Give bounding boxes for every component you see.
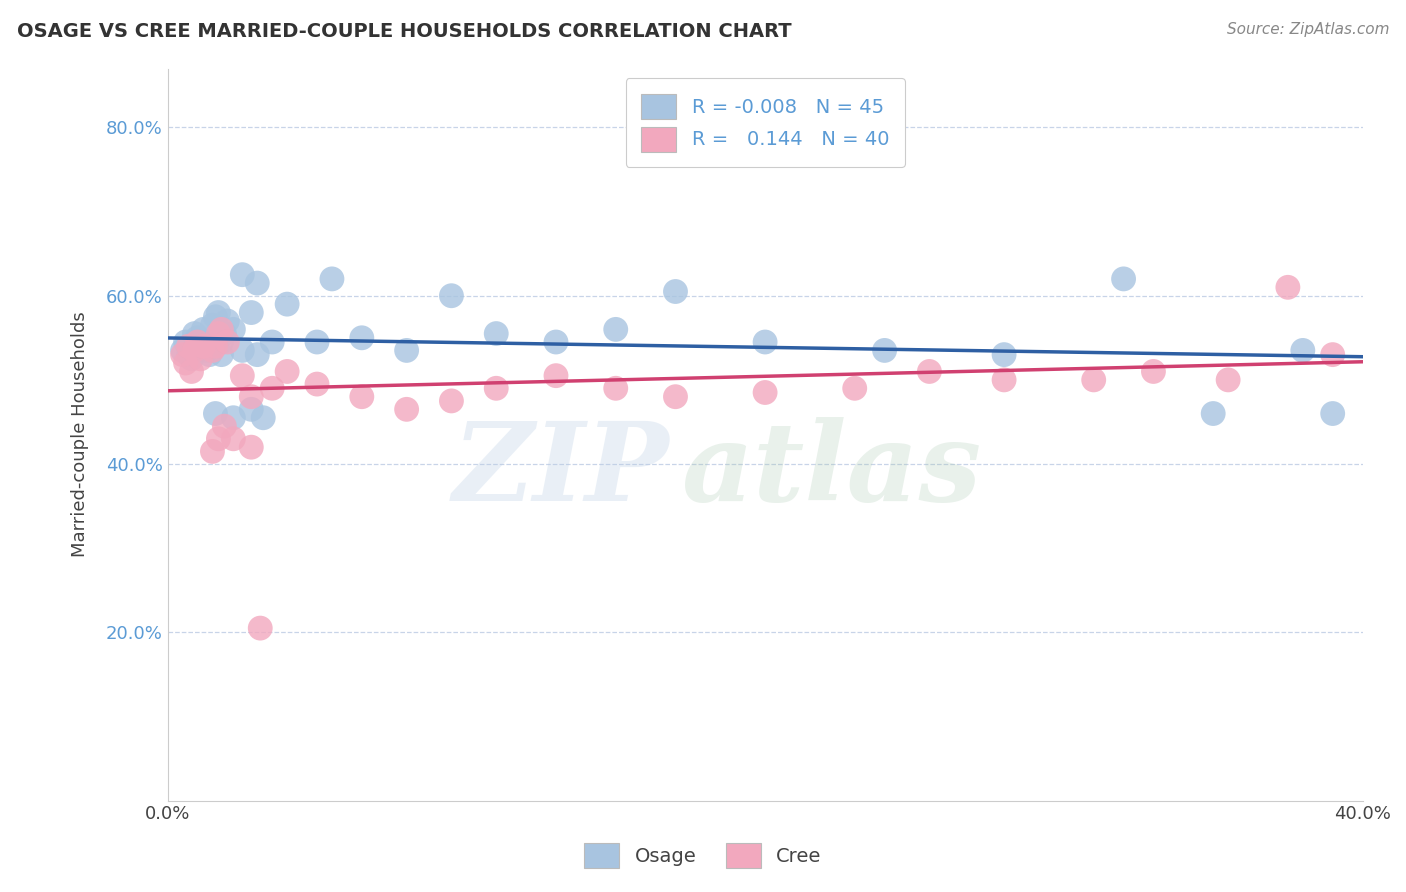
Point [198, 348, 221, 362]
Point [204, 407, 226, 421]
Point [240, 390, 263, 404]
Point [231, 268, 253, 282]
Point [207, 432, 229, 446]
Point [186, 334, 208, 349]
Point [1142, 364, 1164, 378]
Point [207, 305, 229, 319]
Point [1292, 343, 1315, 358]
Point [186, 331, 208, 345]
Point [350, 331, 373, 345]
Point [204, 339, 226, 353]
Point [544, 368, 567, 383]
Point [193, 322, 215, 336]
Point [1322, 407, 1344, 421]
Point [195, 343, 218, 358]
Point [231, 343, 253, 358]
Text: atlas: atlas [682, 417, 981, 524]
Point [172, 348, 194, 362]
Point [262, 381, 284, 395]
Point [201, 343, 224, 358]
Point [993, 373, 1015, 387]
Point [485, 381, 508, 395]
Point [222, 432, 245, 446]
Point [993, 348, 1015, 362]
Point [214, 326, 236, 341]
Point [605, 322, 627, 336]
Point [754, 385, 776, 400]
Point [440, 393, 463, 408]
Point [246, 276, 269, 290]
Point [485, 326, 508, 341]
Point [350, 390, 373, 404]
Text: ZIP: ZIP [453, 417, 669, 524]
Point [207, 326, 229, 341]
Point [246, 348, 269, 362]
Point [440, 289, 463, 303]
Point [664, 390, 686, 404]
Point [664, 285, 686, 299]
Point [844, 381, 866, 395]
Point [1322, 348, 1344, 362]
Point [1277, 280, 1299, 294]
Legend: Osage, Cree: Osage, Cree [575, 833, 831, 878]
Point [305, 377, 328, 392]
Point [222, 410, 245, 425]
Point [605, 381, 627, 395]
Point [395, 343, 418, 358]
Point [544, 334, 567, 349]
Point [190, 339, 212, 353]
Point [1083, 373, 1105, 387]
Point [177, 339, 200, 353]
Point [209, 348, 232, 362]
Point [183, 326, 205, 341]
Point [1202, 407, 1225, 421]
Point [231, 368, 253, 383]
Point [276, 364, 298, 378]
Legend: R = -0.008   N = 45, R =   0.144   N = 40: R = -0.008 N = 45, R = 0.144 N = 40 [626, 78, 904, 167]
Point [918, 364, 941, 378]
Point [201, 318, 224, 333]
Point [174, 356, 197, 370]
Point [395, 402, 418, 417]
Point [204, 310, 226, 324]
Point [222, 322, 245, 336]
Point [177, 348, 200, 362]
Point [873, 343, 896, 358]
Point [209, 322, 232, 336]
Point [305, 334, 328, 349]
Point [217, 334, 239, 349]
Point [262, 334, 284, 349]
Point [193, 339, 215, 353]
Point [249, 621, 271, 635]
Point [217, 314, 239, 328]
Point [180, 364, 202, 378]
Text: Source: ZipAtlas.com: Source: ZipAtlas.com [1226, 22, 1389, 37]
Point [172, 343, 194, 358]
Point [180, 351, 202, 366]
Point [240, 440, 263, 454]
Point [190, 351, 212, 366]
Point [754, 334, 776, 349]
Point [1112, 272, 1135, 286]
Point [183, 343, 205, 358]
Point [214, 419, 236, 434]
Point [209, 334, 232, 349]
Point [240, 305, 263, 319]
Point [174, 334, 197, 349]
Text: OSAGE VS CREE MARRIED-COUPLE HOUSEHOLDS CORRELATION CHART: OSAGE VS CREE MARRIED-COUPLE HOUSEHOLDS … [17, 22, 792, 41]
Point [276, 297, 298, 311]
Y-axis label: Married-couple Households: Married-couple Households [72, 311, 89, 558]
Point [201, 444, 224, 458]
Point [252, 410, 274, 425]
Point [240, 402, 263, 417]
Point [321, 272, 343, 286]
Point [1216, 373, 1239, 387]
